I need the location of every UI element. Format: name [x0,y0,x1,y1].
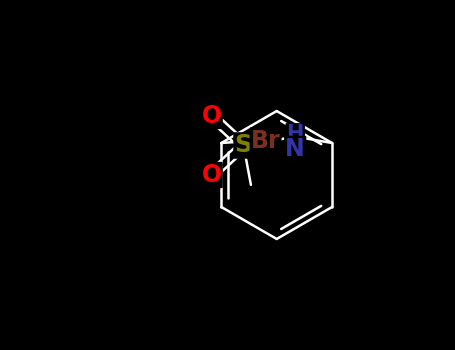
Text: H: H [287,124,304,144]
Text: N: N [285,137,305,161]
Text: O: O [202,104,222,128]
Text: S: S [234,133,253,158]
Text: O: O [202,163,222,187]
Text: Br: Br [251,128,280,153]
